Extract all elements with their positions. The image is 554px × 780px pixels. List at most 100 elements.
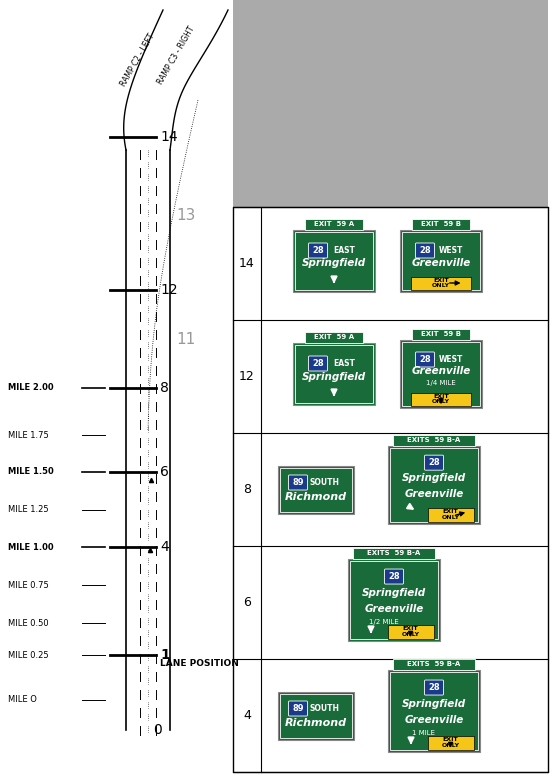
FancyBboxPatch shape — [412, 276, 470, 289]
Text: MILE 1.50: MILE 1.50 — [8, 467, 54, 477]
FancyBboxPatch shape — [384, 569, 403, 584]
Text: 1/4 MILE: 1/4 MILE — [426, 381, 456, 387]
Text: Greenville: Greenville — [404, 715, 464, 725]
Text: 12: 12 — [160, 283, 178, 297]
Bar — [233, 0, 548, 207]
Text: WEST: WEST — [439, 246, 463, 255]
FancyBboxPatch shape — [289, 701, 307, 716]
Text: MILE 2.00: MILE 2.00 — [8, 384, 54, 392]
Text: MILE 0.25: MILE 0.25 — [8, 651, 49, 660]
FancyBboxPatch shape — [388, 445, 480, 523]
Text: RAMP C3 - RIGHT: RAMP C3 - RIGHT — [156, 24, 196, 86]
Text: EAST: EAST — [333, 359, 355, 368]
Text: 4: 4 — [160, 540, 169, 554]
Text: EXIT: EXIT — [443, 737, 458, 743]
FancyBboxPatch shape — [352, 548, 435, 558]
Text: SOUTH: SOUTH — [309, 704, 339, 713]
Text: 28: 28 — [312, 359, 324, 368]
Text: 13: 13 — [176, 207, 196, 222]
Text: WEST: WEST — [439, 355, 463, 364]
Text: ONLY: ONLY — [432, 283, 450, 288]
Text: EAST: EAST — [333, 246, 355, 255]
FancyBboxPatch shape — [388, 669, 480, 751]
FancyBboxPatch shape — [278, 692, 354, 739]
Text: EXIT  59 A: EXIT 59 A — [314, 334, 354, 340]
Text: ONLY: ONLY — [442, 515, 460, 519]
Text: EXIT  59 B: EXIT 59 B — [421, 221, 461, 227]
Text: 8: 8 — [243, 483, 251, 496]
Text: 1 MILE: 1 MILE — [413, 730, 435, 736]
Text: MILE 1.75: MILE 1.75 — [8, 431, 49, 439]
FancyBboxPatch shape — [293, 229, 375, 292]
Text: Springfield: Springfield — [402, 699, 466, 709]
FancyBboxPatch shape — [393, 658, 475, 669]
Text: MILE 0.50: MILE 0.50 — [8, 619, 49, 627]
Text: EXIT  59 A: EXIT 59 A — [314, 221, 354, 227]
FancyBboxPatch shape — [400, 229, 482, 292]
Bar — [233, 207, 548, 772]
Text: 0: 0 — [153, 723, 162, 737]
FancyBboxPatch shape — [428, 508, 474, 522]
FancyBboxPatch shape — [388, 625, 434, 639]
Text: SOUTH: SOUTH — [309, 478, 339, 487]
Text: MILE O: MILE O — [8, 696, 37, 704]
Text: 14: 14 — [160, 130, 178, 144]
Text: EXITS  59 B-A: EXITS 59 B-A — [407, 437, 460, 443]
Text: 1: 1 — [160, 648, 170, 662]
FancyBboxPatch shape — [305, 332, 363, 342]
FancyBboxPatch shape — [278, 466, 354, 513]
Text: Springfield: Springfield — [302, 371, 366, 381]
FancyBboxPatch shape — [289, 475, 307, 490]
Text: 28: 28 — [312, 246, 324, 255]
Text: 89: 89 — [293, 704, 304, 713]
Text: EXIT: EXIT — [433, 278, 449, 283]
Text: 28: 28 — [419, 355, 431, 364]
Text: MILE 0.75: MILE 0.75 — [8, 580, 49, 590]
Text: EXIT: EXIT — [433, 394, 449, 399]
Text: 14: 14 — [239, 257, 255, 270]
Text: ONLY: ONLY — [442, 743, 460, 747]
FancyBboxPatch shape — [416, 352, 434, 367]
Text: EXITS  59 B-A: EXITS 59 B-A — [367, 550, 420, 556]
Text: 8: 8 — [160, 381, 169, 395]
Text: 28: 28 — [388, 572, 400, 581]
FancyBboxPatch shape — [424, 680, 444, 695]
Text: EXIT: EXIT — [403, 626, 418, 632]
Text: EXITS  59 B-A: EXITS 59 B-A — [407, 661, 460, 667]
Text: Greenville: Greenville — [365, 604, 424, 615]
Text: MILE 1.00: MILE 1.00 — [8, 543, 54, 551]
FancyBboxPatch shape — [416, 243, 434, 258]
Text: 4: 4 — [243, 709, 251, 722]
Text: EXIT: EXIT — [443, 509, 458, 515]
Text: MILE 1.25: MILE 1.25 — [8, 505, 49, 515]
FancyBboxPatch shape — [309, 356, 327, 371]
Text: Greenville: Greenville — [412, 367, 471, 377]
Text: 12: 12 — [239, 370, 255, 383]
Text: EXIT  59 B: EXIT 59 B — [421, 331, 461, 337]
Text: Greenville: Greenville — [412, 258, 471, 268]
Text: Richmond: Richmond — [285, 718, 347, 729]
FancyBboxPatch shape — [393, 434, 475, 445]
Text: Springfield: Springfield — [302, 258, 366, 268]
Text: 28: 28 — [419, 246, 431, 255]
Text: RAMP C2 - LEFT: RAMP C2 - LEFT — [119, 32, 157, 88]
Text: 89: 89 — [293, 478, 304, 487]
Text: ONLY: ONLY — [432, 399, 450, 404]
Text: 1/2 MILE: 1/2 MILE — [369, 619, 399, 626]
FancyBboxPatch shape — [348, 558, 440, 640]
FancyBboxPatch shape — [400, 339, 482, 407]
Text: Richmond: Richmond — [285, 492, 347, 502]
FancyBboxPatch shape — [412, 218, 470, 229]
FancyBboxPatch shape — [305, 218, 363, 229]
FancyBboxPatch shape — [293, 342, 375, 405]
FancyBboxPatch shape — [428, 736, 474, 750]
Text: 6: 6 — [243, 596, 251, 609]
FancyBboxPatch shape — [412, 328, 470, 339]
FancyBboxPatch shape — [424, 456, 444, 470]
Text: 6: 6 — [160, 465, 169, 479]
Text: Springfield: Springfield — [402, 473, 466, 484]
Text: LANE POSITION: LANE POSITION — [160, 658, 239, 668]
Text: Springfield: Springfield — [362, 588, 426, 598]
FancyBboxPatch shape — [309, 243, 327, 258]
Text: ONLY: ONLY — [402, 632, 419, 636]
